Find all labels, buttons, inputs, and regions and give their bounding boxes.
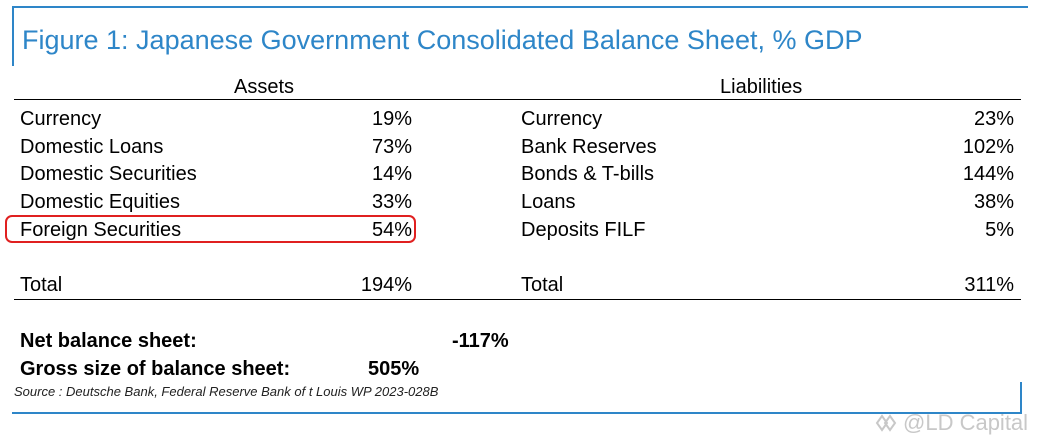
foreign-securities-highlight bbox=[5, 215, 416, 243]
liabilities-row-value: 5% bbox=[985, 219, 1014, 241]
frame-top-border bbox=[12, 6, 1028, 8]
liabilities-row-label: Currency bbox=[521, 108, 603, 130]
net-balance-label: Net balance sheet: bbox=[20, 330, 197, 352]
gross-size-label: Gross size of balance sheet: bbox=[20, 358, 291, 380]
liabilities-row-label: Bank Reserves bbox=[521, 136, 657, 158]
assets-total-label: Total bbox=[20, 274, 63, 296]
assets-row-value: 73% bbox=[371, 136, 412, 158]
assets-row-label: Foreign Securities bbox=[20, 219, 182, 241]
liabilities-row-value: 23% bbox=[973, 108, 1014, 130]
frame-bottom-border bbox=[12, 412, 1022, 414]
assets-row-value: 19% bbox=[371, 108, 412, 130]
assets-row-label: Domestic Loans bbox=[20, 136, 164, 158]
source-note: Source : Deutsche Bank, Federal Reserve … bbox=[14, 384, 439, 399]
assets-total-value: 194% bbox=[360, 274, 412, 296]
liabilities-header: Liabilities bbox=[720, 76, 803, 98]
liabilities-row-label: Bonds & T-bills bbox=[521, 163, 655, 185]
assets-row-value: 33% bbox=[371, 191, 412, 213]
liabilities-total-value: 311% bbox=[964, 274, 1014, 296]
liabilities-row-value: 38% bbox=[973, 191, 1014, 213]
liabilities-total-label: Total bbox=[521, 274, 564, 296]
frame-right-border bbox=[1020, 382, 1022, 412]
net-balance-value: -117% bbox=[452, 330, 509, 352]
liabilities-row-label: Deposits FILF bbox=[521, 219, 646, 241]
liabilities-row-value: 144% bbox=[962, 163, 1014, 185]
header-rule bbox=[14, 99, 1021, 100]
assets-row-label: Domestic Equities bbox=[20, 191, 181, 213]
watermark-text: @LD Capital bbox=[903, 410, 1029, 435]
gross-size-value: 505% bbox=[368, 358, 420, 380]
assets-row-value: 14% bbox=[371, 163, 412, 185]
liabilities-row-value: 102% bbox=[962, 136, 1014, 158]
total-rule bbox=[14, 299, 1021, 300]
assets-header: Assets bbox=[234, 76, 295, 98]
assets-row-value: 54% bbox=[371, 219, 412, 241]
figure-title: Figure 1: Japanese Government Consolidat… bbox=[22, 25, 863, 55]
assets-row-label: Currency bbox=[20, 108, 102, 130]
liabilities-row-label: Loans bbox=[521, 191, 576, 213]
watermark: @LD Capital bbox=[873, 410, 1028, 436]
watermark-logo-icon bbox=[875, 414, 897, 432]
frame-left-border bbox=[12, 6, 14, 66]
assets-row-label: Domestic Securities bbox=[20, 163, 197, 185]
